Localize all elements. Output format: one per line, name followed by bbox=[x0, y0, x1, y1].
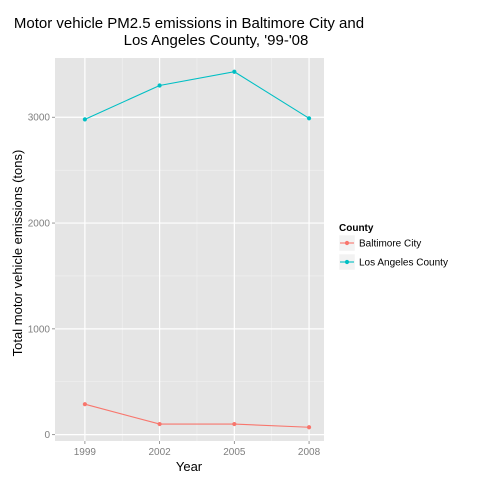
data-point bbox=[232, 69, 237, 74]
x-tick-label: 2005 bbox=[223, 447, 246, 458]
data-point bbox=[306, 425, 312, 430]
series-lines bbox=[84, 71, 310, 428]
legend-label: Baltimore City bbox=[359, 239, 421, 250]
y-axis-label: Total motor vehicle emissions (tons) bbox=[10, 150, 25, 357]
x-tick-label: 2002 bbox=[148, 447, 171, 458]
legend-key-point bbox=[344, 240, 350, 246]
legend: County Baltimore City Los Angeles County bbox=[338, 223, 448, 271]
plot-panel bbox=[55, 58, 324, 441]
y-axis-ticks: 0 1000 2000 3000 bbox=[28, 113, 55, 441]
series-line-los-angeles-county bbox=[84, 71, 310, 120]
minor-gridlines bbox=[55, 58, 324, 441]
y-tick-label: 0 bbox=[44, 430, 50, 441]
y-tick-label: 2000 bbox=[28, 219, 51, 230]
series-line-baltimore-city bbox=[84, 403, 310, 428]
x-tick-label: 2008 bbox=[298, 447, 321, 458]
x-tick-label: 1999 bbox=[74, 447, 97, 458]
data-point bbox=[82, 117, 87, 122]
x-axis-ticks: 1999 2002 2005 2008 bbox=[74, 441, 321, 458]
chart-title-line-2: Los Angeles County, '99-'08 bbox=[124, 32, 309, 49]
x-axis-label: Year bbox=[176, 459, 203, 474]
y-tick-label: 1000 bbox=[28, 324, 51, 335]
data-point bbox=[157, 83, 162, 88]
data-point bbox=[306, 116, 312, 121]
data-point bbox=[232, 421, 237, 427]
legend-label: Los Angeles County bbox=[359, 258, 448, 269]
data-point bbox=[157, 421, 162, 427]
chart-title-line-1: Motor vehicle PM2.5 emissions in Baltimo… bbox=[14, 15, 364, 32]
legend-title: County bbox=[339, 223, 374, 234]
data-point bbox=[82, 402, 87, 407]
y-tick-label: 3000 bbox=[28, 113, 51, 124]
series-points bbox=[82, 69, 312, 430]
legend-key-point bbox=[344, 259, 350, 265]
major-gridlines bbox=[55, 58, 324, 441]
